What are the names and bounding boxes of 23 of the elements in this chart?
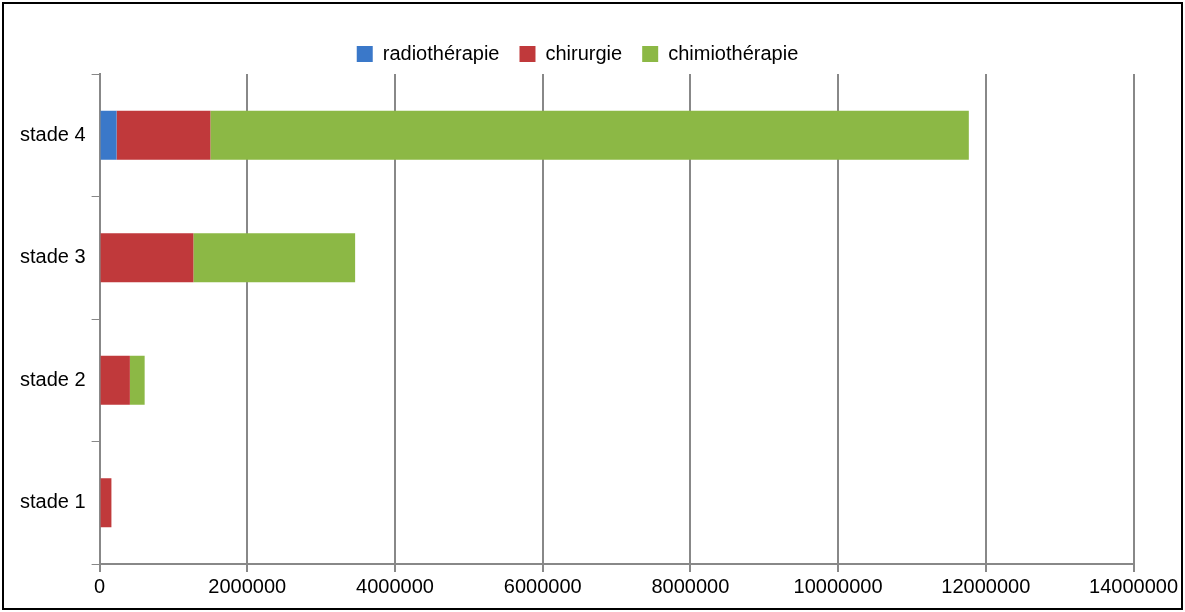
y-tick-label: stade 1 [20, 490, 86, 513]
x-tick-label: 2000000 [208, 574, 287, 597]
x-tick-label: 0 [94, 574, 106, 597]
bar [100, 478, 112, 528]
x-tick-label: 6000000 [503, 574, 582, 597]
x-tick-label: 8000000 [651, 574, 730, 597]
bar [210, 110, 969, 160]
x-tick-label: 12000000 [941, 574, 1031, 597]
x-tick-label: 10000000 [793, 574, 883, 597]
x-tick-label: 4000000 [356, 574, 434, 597]
bar [100, 355, 130, 405]
x-tick-label: 14000000 [1089, 574, 1178, 597]
y-tick-label: stade 3 [20, 245, 86, 268]
bar [193, 233, 356, 283]
legend-label: radiothérapie [382, 41, 500, 64]
bar [100, 110, 117, 160]
y-tick-label: stade 4 [20, 122, 86, 145]
legend-label: chimiothérapie [668, 41, 799, 64]
bar [100, 233, 194, 283]
legend-label: chirurgie [545, 41, 623, 64]
bar [116, 110, 211, 160]
bar [129, 355, 145, 405]
y-tick-label: stade 2 [20, 367, 86, 390]
